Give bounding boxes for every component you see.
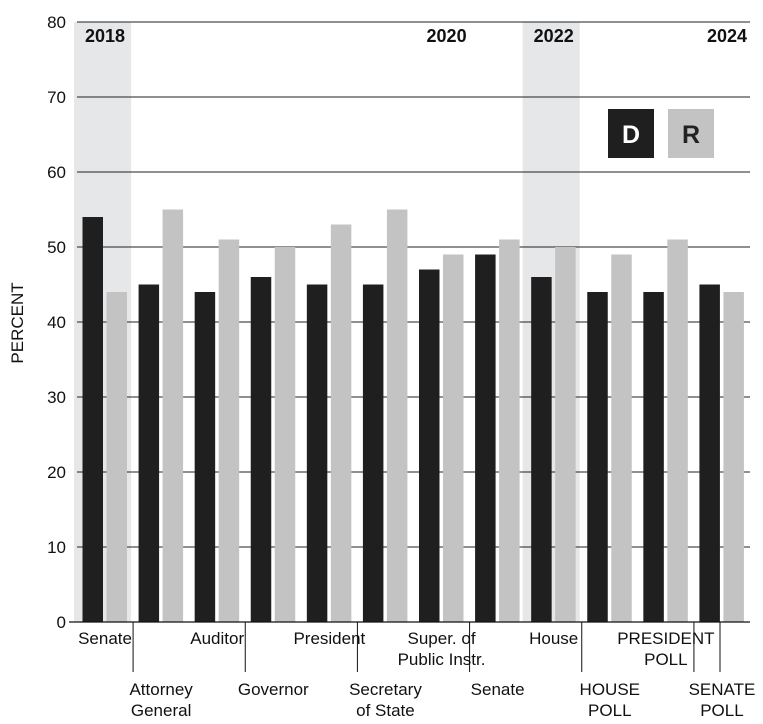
bar-r-9 — [611, 254, 632, 622]
bar-d-7 — [475, 254, 496, 622]
year-labels: 2018 2020 2022 2024 — [85, 26, 747, 46]
bar-d-3 — [250, 277, 272, 622]
bar-d-6 — [419, 269, 440, 622]
legend: D R — [608, 109, 714, 158]
x-label-0: Senate — [78, 629, 132, 648]
x-label-7: Senate — [471, 680, 525, 699]
legend-swatch-r — [668, 109, 714, 158]
x-label-5: Secretary of State — [349, 680, 422, 720]
bar-r-7 — [499, 239, 520, 622]
y-tick-label-10: 10 — [47, 538, 66, 557]
gridlines — [77, 21, 750, 623]
bar-d-8 — [531, 277, 552, 622]
x-label-10: PRESIDENT POLL — [617, 629, 714, 669]
y-tick-label-0: 0 — [57, 613, 66, 632]
bar-r-3 — [274, 247, 296, 622]
y-tick-label-60: 60 — [47, 163, 66, 182]
year-label-2020: 2020 — [427, 26, 467, 46]
legend-swatch-d — [608, 109, 654, 158]
year-label-2022: 2022 — [534, 26, 574, 46]
year-label-2018: 2018 — [85, 26, 125, 46]
bar-d-5 — [362, 284, 384, 622]
x-label-1: Attorney General — [129, 680, 193, 720]
y-tick-label-40: 40 — [47, 313, 66, 332]
bar-r-5 — [386, 209, 408, 622]
bar-r-1 — [162, 209, 184, 622]
bar-r-4 — [330, 224, 352, 622]
y-tick-label-20: 20 — [47, 463, 66, 482]
bar-r-10 — [667, 239, 688, 622]
x-label-2: Auditor — [190, 629, 244, 648]
x-category-labels: Senate Attorney General Auditor Governor Pres… — [78, 622, 755, 720]
legend-label-d: D — [622, 121, 640, 149]
y-tick-label-50: 50 — [47, 238, 66, 257]
x-label-4: President — [293, 629, 365, 648]
bar-d-1 — [138, 284, 160, 622]
year-label-2024: 2024 — [707, 26, 747, 46]
y-tick-labels: 0 10 20 30 40 50 60 70 80 — [47, 13, 66, 632]
bar-r-2 — [218, 239, 240, 622]
bar-r-6 — [443, 254, 464, 622]
x-label-6: Super. of Public Instr. — [398, 629, 486, 669]
x-label-11: SENATE POLL — [689, 680, 756, 720]
y-tick-label-30: 30 — [47, 388, 66, 407]
legend-label-r: R — [682, 121, 700, 149]
y-tick-label-70: 70 — [47, 88, 66, 107]
bar-d-11 — [699, 284, 720, 622]
y-axis-label: PERCENT — [8, 282, 27, 363]
x-label-9: HOUSE POLL — [580, 680, 640, 720]
bar-d-0 — [82, 217, 103, 622]
bar-r-11 — [723, 292, 744, 622]
bar-d-2 — [194, 292, 216, 622]
x-label-8: House — [529, 629, 578, 648]
bars — [82, 209, 744, 622]
bar-d-4 — [306, 284, 328, 622]
bar-d-9 — [587, 292, 608, 622]
x-label-3: Governor — [238, 680, 309, 699]
y-tick-label-80: 80 — [47, 13, 66, 32]
bar-r-0 — [106, 292, 127, 622]
bar-r-8 — [555, 247, 576, 622]
bar-d-10 — [643, 292, 664, 622]
